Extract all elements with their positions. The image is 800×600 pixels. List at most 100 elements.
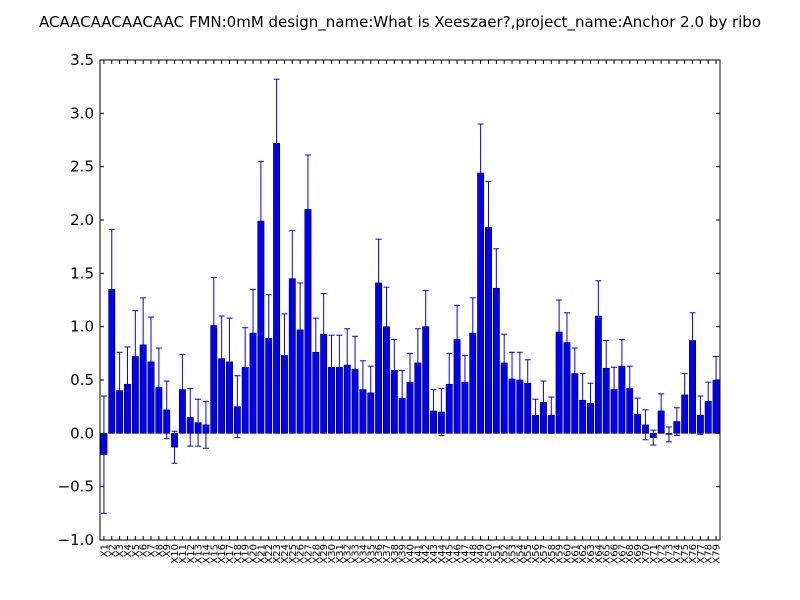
x-tick-label: X41 [413, 544, 424, 564]
error-bar-X49 [477, 123, 484, 223]
error-bar-X24 [281, 313, 288, 398]
error-bar-X74 [673, 407, 680, 436]
x-tick-label: X43 [429, 544, 440, 564]
x-tick-label: X65 [602, 544, 613, 564]
x-tick-label: X56 [531, 544, 542, 564]
x-tick-label: X53 [508, 544, 519, 564]
error-bar-X17 [226, 317, 233, 407]
error-bar-X73 [665, 426, 672, 443]
error-bar-X30 [328, 334, 335, 400]
error-bar-X72 [658, 393, 665, 429]
x-tick-label: X78 [704, 544, 715, 564]
x-tick-label: X60 [562, 544, 573, 564]
error-bar-X62 [579, 373, 586, 428]
x-tick-label: X20 [249, 544, 260, 564]
error-bar-X50 [485, 181, 492, 274]
x-tick-label: X36 [374, 544, 385, 564]
x-tick-label: X24 [280, 544, 291, 564]
x-tick-label: X21 [256, 544, 267, 564]
y-tick-label: 3.0 [70, 104, 94, 122]
x-tick-label: X28 [311, 544, 322, 564]
x-tick-label: X70 [641, 544, 652, 564]
x-tick-label: X46 [453, 544, 464, 564]
x-tick-label: X5 [131, 544, 142, 557]
x-tick-label: X7 [147, 544, 158, 557]
error-bar-X39 [399, 369, 406, 427]
error-bar-X57 [540, 380, 547, 425]
x-tick-label: X15 [209, 544, 220, 564]
x-tick-label: X30 [327, 544, 338, 564]
x-tick-label: X34 [358, 544, 369, 564]
error-bar-X38 [391, 338, 398, 402]
x-tick-label: X10 [170, 544, 181, 564]
x-tick-label: X38 [390, 544, 401, 564]
x-tick-label: X49 [476, 544, 487, 564]
error-bar-X47 [461, 354, 468, 410]
error-bar-X21 [257, 160, 264, 282]
y-axis: −1.0 −0.5 0.0 0.5 1.0 1.5 2.0 2.5 3.0 3.5 [58, 51, 720, 549]
error-bar-X11 [179, 353, 186, 426]
error-bar-X15 [210, 277, 217, 375]
error-bar-X65 [603, 340, 610, 397]
x-tick-label: X1 [99, 544, 110, 557]
x-tick-label: X19 [241, 544, 252, 564]
x-tick-label: X3 [115, 544, 126, 557]
x-tick-label: X23 [272, 544, 283, 564]
x-tick-label: X67 [617, 544, 628, 564]
error-bar-X28 [312, 317, 319, 387]
y-tick-label: 1.0 [70, 318, 94, 336]
x-tick-label: X32 [343, 544, 354, 564]
error-bar-X26 [297, 282, 304, 378]
error-bar-X8 [155, 347, 162, 428]
error-bar-X56 [532, 398, 539, 432]
error-bar-X54 [516, 351, 523, 409]
x-tick-label: X9 [162, 544, 173, 557]
error-bar-X64 [595, 280, 602, 352]
x-tick-label: X40 [406, 544, 417, 564]
error-bar-X70 [642, 409, 649, 441]
x-tick-label: X66 [610, 544, 621, 564]
error-bar-X36 [375, 238, 382, 328]
error-bar-X75 [681, 373, 688, 417]
error-bar-X67 [618, 338, 625, 394]
error-bar-X25 [289, 230, 296, 328]
y-tick-label: −0.5 [58, 478, 94, 496]
error-bar-X18 [234, 375, 241, 439]
error-bar-X78 [705, 381, 712, 422]
x-tick-label: X2 [107, 544, 118, 557]
x-tick-label: X22 [264, 544, 275, 564]
error-bar-X40 [407, 352, 413, 412]
error-bar-X31 [336, 334, 343, 400]
x-tick-label: X50 [484, 544, 495, 564]
error-bar-X3 [116, 351, 123, 430]
error-bar-X12 [187, 388, 194, 447]
error-bar-X52 [501, 333, 508, 393]
error-bars-group [100, 78, 720, 514]
x-tick-label: X11 [178, 544, 189, 564]
error-bar-X34 [359, 360, 366, 419]
x-tick-label: X16 [217, 544, 228, 564]
y-tick-label: 3.5 [70, 51, 94, 69]
error-bar-X14 [202, 400, 209, 449]
x-tick-label: X74 [672, 544, 683, 564]
y-tick-label: −1.0 [58, 531, 94, 549]
x-tick-label: X55 [523, 544, 534, 564]
x-tick-label: X37 [382, 544, 393, 564]
x-tick-label: X79 [712, 544, 723, 564]
error-bar-X61 [571, 347, 578, 400]
x-tick-label: X33 [351, 544, 362, 564]
x-tick-label: X76 [688, 544, 699, 564]
x-tick-label: X75 [680, 544, 691, 564]
error-bar-X71 [650, 429, 657, 446]
error-bar-X48 [469, 297, 476, 369]
error-bar-X33 [352, 335, 359, 403]
x-tick-label: X61 [570, 544, 581, 564]
chart-title: ACAACAACAACAAC FMN:0mM design_name:What … [39, 13, 761, 32]
y-tick-label: 0.5 [70, 371, 94, 389]
error-bar-X44 [438, 388, 445, 436]
x-tick-label: X69 [633, 544, 644, 564]
error-bar-X27 [304, 154, 311, 265]
x-tick-label: X51 [492, 544, 503, 564]
error-bar-X29 [320, 293, 327, 376]
